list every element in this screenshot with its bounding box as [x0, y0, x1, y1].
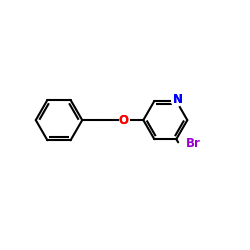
- Text: O: O: [119, 114, 129, 126]
- Text: N: N: [172, 93, 182, 106]
- Text: N: N: [172, 93, 182, 106]
- Text: Br: Br: [186, 137, 200, 150]
- Text: O: O: [119, 114, 129, 126]
